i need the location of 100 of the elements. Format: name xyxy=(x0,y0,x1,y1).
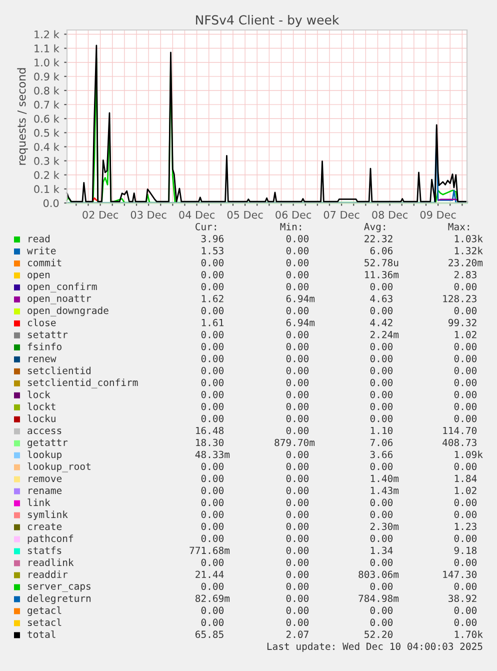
text: 0.00 xyxy=(201,486,224,494)
text: 0.00 xyxy=(454,354,477,362)
text: 0.00 xyxy=(201,390,224,398)
text: 2.24m xyxy=(370,330,399,338)
text: 0.00 xyxy=(370,462,393,470)
text: 879.70m xyxy=(274,438,315,446)
text: 0.00 xyxy=(370,342,393,350)
text: 803.06m xyxy=(358,570,399,578)
chart-title: NFSv4 Client - by week xyxy=(196,14,340,28)
text: 0.00 xyxy=(201,402,224,410)
text: 1.84 xyxy=(454,474,477,482)
text: 0.00 xyxy=(370,390,393,398)
legend-label: setattr xyxy=(28,331,68,338)
text: 99.32 xyxy=(448,318,476,326)
text: 771.68m xyxy=(190,546,230,554)
text: 0.00 xyxy=(286,306,309,314)
text: 0.00 xyxy=(370,618,393,626)
text: 0.00 xyxy=(286,486,309,494)
legend-label: fsinfo xyxy=(28,342,62,350)
y-tick-label: 0.8 k xyxy=(34,86,60,95)
text: 0.00 xyxy=(201,378,224,386)
legend-label: lookup xyxy=(28,450,62,460)
text: 9.18 xyxy=(454,546,477,554)
text: 0.00 xyxy=(454,606,477,614)
text: 1.34 xyxy=(370,546,393,554)
legend-label: rename xyxy=(28,488,62,494)
text: 0.00 xyxy=(370,510,393,518)
text: 0.00 xyxy=(370,534,393,542)
y-tick-label: 0.1 k xyxy=(34,184,60,194)
legend-label: setacl xyxy=(28,618,62,626)
text: 0.00 xyxy=(370,606,393,614)
text: 22.32 xyxy=(364,234,392,242)
legend-label: delegreturn xyxy=(28,594,91,604)
text: 0.00 xyxy=(201,354,224,362)
y-tick-label: 0.6 k xyxy=(34,114,60,123)
text: 0.00 xyxy=(201,534,224,542)
text: 1.62 xyxy=(202,294,224,302)
text: 0.00 xyxy=(286,246,309,254)
text: 0.00 xyxy=(286,342,309,350)
legend-label: readlink xyxy=(28,558,74,566)
text: 128.23 xyxy=(443,294,476,302)
text: Avg: xyxy=(364,223,385,232)
text: 0.00 xyxy=(454,282,477,290)
text: 0.00 xyxy=(370,582,393,590)
text: 1.09k xyxy=(454,450,483,458)
text: 0.00 xyxy=(286,450,309,458)
text: 0.00 xyxy=(201,618,224,626)
text: 0.00 xyxy=(286,606,309,614)
text: 52.20 xyxy=(364,630,393,638)
x-tick-label: 04 Dec xyxy=(179,210,215,219)
text: 0.00 xyxy=(201,282,224,290)
legend-label: statfs xyxy=(28,546,62,554)
text: 0.00 xyxy=(286,546,309,554)
text: 0.00 xyxy=(454,618,477,626)
text: 0.00 xyxy=(286,258,309,266)
text: 2.07 xyxy=(286,630,308,638)
text: 4.63 xyxy=(370,294,392,302)
text: 48.33m xyxy=(195,450,230,458)
text: 0.00 xyxy=(370,402,393,410)
text: 0.00 xyxy=(286,522,309,530)
x-tick-label: 02 Dec xyxy=(82,210,118,219)
y-tick-label: 0.3 k xyxy=(34,156,60,165)
text: 0.00 xyxy=(286,414,309,422)
text: 0.00 xyxy=(201,558,224,566)
text: 0.00 xyxy=(454,402,477,410)
text: 0.00 xyxy=(201,582,224,590)
legend-label: lock xyxy=(28,390,50,398)
text: 0.00 xyxy=(286,354,309,362)
legend-label: server_caps xyxy=(28,584,90,592)
y-tick-label: 1.0 k xyxy=(34,58,60,66)
text: 0.00 xyxy=(201,414,224,422)
text: 0.00 xyxy=(286,558,309,566)
legend-label: renew xyxy=(28,356,56,362)
text: Last update: Wed Dec 10 04:00:03 2025 xyxy=(267,642,482,652)
text: 0.00 xyxy=(286,462,309,470)
text: 0.00 xyxy=(370,498,393,506)
text: 82.69m xyxy=(196,594,230,602)
text: Cur: xyxy=(196,222,216,230)
text: 0.00 xyxy=(201,258,224,266)
legend-label: open_downgrade xyxy=(28,306,108,316)
y-tick-label: 0.4 k xyxy=(34,142,60,151)
text: 38.92 xyxy=(448,594,476,602)
text: 4.42 xyxy=(370,318,392,326)
text: 0.00 xyxy=(201,306,224,314)
y-tick-label: 0.7 k xyxy=(34,100,60,109)
text: 21.44 xyxy=(196,570,224,578)
text: 11.36m xyxy=(365,270,399,278)
text: 0.00 xyxy=(201,522,224,530)
text: 1.70k xyxy=(454,630,483,638)
y-tick-label: 1.1 k xyxy=(34,44,60,52)
x-tick-label: 06 Dec xyxy=(276,210,312,219)
legend-label: getattr xyxy=(28,439,68,448)
legend-label: open xyxy=(28,272,50,280)
text: 16.48 xyxy=(196,426,224,434)
text: 3.96 xyxy=(201,234,224,242)
text: 0.00 xyxy=(286,234,309,242)
text: 0.00 xyxy=(454,582,477,590)
text: 0.00 xyxy=(286,390,309,398)
text: Max: xyxy=(448,223,469,230)
text: 0.00 xyxy=(201,342,224,350)
